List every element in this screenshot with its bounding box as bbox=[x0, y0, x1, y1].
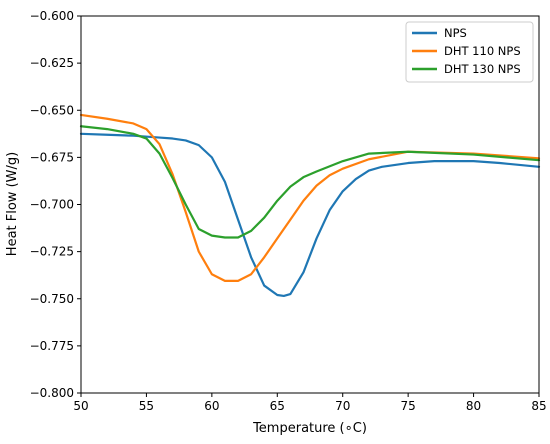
y-tick-label: −0.750 bbox=[30, 292, 74, 306]
legend-label-0: NPS bbox=[444, 26, 467, 40]
y-tick-label: −0.725 bbox=[30, 245, 74, 259]
x-tick-label: 50 bbox=[73, 399, 88, 413]
series-line-2 bbox=[79, 125, 541, 239]
x-tick-label: 65 bbox=[270, 399, 285, 413]
x-tick-label: 60 bbox=[204, 399, 219, 413]
x-tick-label: 70 bbox=[335, 399, 350, 413]
y-axis: −0.800 −0.775 −0.750 −0.725 −0.700 −0.675 −0.6… bbox=[30, 9, 81, 400]
x-tick-label: 55 bbox=[139, 399, 154, 413]
legend-label-1: DHT 110 NPS bbox=[444, 44, 521, 58]
y-axis-label: Heat Flow (W/g) bbox=[5, 152, 20, 256]
legend: NPS DHT 110 NPS DHT 130 NPS bbox=[405, 21, 534, 83]
y-tick-label: −0.650 bbox=[30, 103, 74, 117]
series-line-1 bbox=[79, 113, 541, 282]
x-tick-label: 85 bbox=[531, 399, 546, 413]
x-tick-label: 75 bbox=[401, 399, 416, 413]
series-line-0 bbox=[79, 132, 541, 298]
legend-box bbox=[405, 21, 534, 83]
y-tick-label: −0.675 bbox=[30, 150, 74, 164]
legend-label-2: DHT 130 NPS bbox=[444, 62, 521, 76]
y-tick-label: −0.700 bbox=[30, 198, 74, 212]
y-tick-label: −0.775 bbox=[30, 339, 74, 353]
y-tick-label: −0.800 bbox=[30, 386, 74, 400]
y-tick-label: −0.625 bbox=[30, 56, 74, 70]
y-tick-label: −0.600 bbox=[30, 9, 74, 23]
x-tick-label: 80 bbox=[466, 399, 481, 413]
x-axis-label: Temperature (∘C) bbox=[252, 421, 367, 436]
x-axis: 50 55 60 65 70 75 80 85 bbox=[73, 393, 547, 413]
series-layer bbox=[79, 113, 541, 298]
